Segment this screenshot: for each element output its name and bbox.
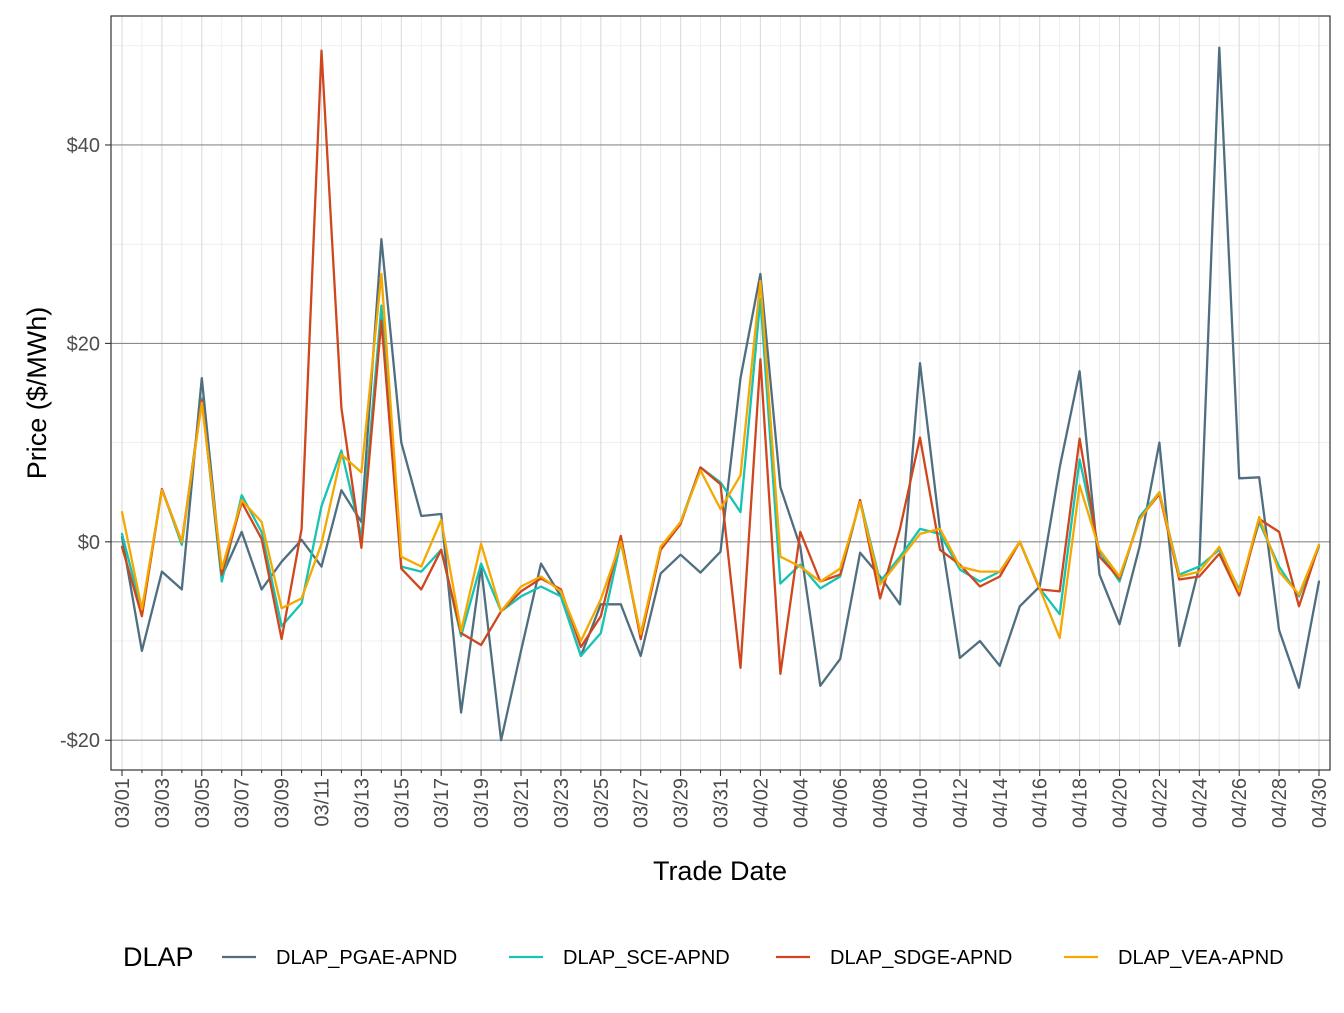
x-tick-label: 03/05 [192,778,214,828]
series-line-dlap-sce-apnd [120,297,1321,658]
x-tick-label: 03/09 [272,778,294,828]
x-tick-label: 03/11 [312,778,334,827]
legend-label: DLAP_VEA-APND [1118,947,1284,969]
x-tick-label: 03/03 [152,778,174,828]
y-tick-label: -$20 [60,730,100,752]
legend-label: DLAP_PGAE-APND [276,947,457,969]
legend: DLAP DLAP_PGAE-APND DLAP_SCE-APND DLAP_SDG… [123,942,1284,972]
x-tick-label: 03/13 [351,778,373,828]
x-tick-label: 04/28 [1269,778,1291,828]
y-tick-label: $0 [78,532,100,554]
x-tick-label: 03/25 [591,778,613,828]
x-axis: 03/01 03/03 03/05 03/07 03/09 03/11 03/13 03/15… [112,770,1331,828]
x-tick-label: 04/18 [1070,778,1092,828]
x-tick-label: 04/24 [1189,778,1211,828]
legend-label: DLAP_SCE-APND [563,947,730,969]
x-tick-label: 03/23 [551,778,573,828]
x-tick-label: 04/14 [990,778,1012,828]
y-tick-label: $20 [67,333,100,355]
x-tick-label: 03/01 [112,778,134,828]
x-tick-label: 04/12 [950,778,972,828]
series-layer [120,46,1321,742]
x-tick-label: 03/27 [631,778,653,828]
x-tick-label: 03/15 [391,778,413,828]
x-tick-label: 04/02 [750,778,772,828]
series-line-dlap-sdge-apnd [120,49,1321,675]
legend-label: DLAP_SDGE-APND [830,947,1012,969]
x-tick-label: 03/17 [431,778,453,828]
x-tick-label: 04/22 [1149,778,1171,828]
x-tick-label: 04/16 [1030,778,1052,828]
x-tick-label: 04/30 [1309,778,1331,828]
x-tick-label: 03/19 [471,778,493,828]
x-tick-label: 03/29 [671,778,693,828]
x-axis-title: Trade Date [653,856,787,886]
series-line-dlap-pgae-apnd [120,46,1321,742]
x-tick-label: 04/08 [870,778,892,828]
x-tick-label: 03/07 [232,778,254,828]
series-line-dlap-vea-apnd [120,272,1321,643]
legend-title: DLAP [123,942,194,972]
y-tick-label: $40 [67,135,100,157]
x-tick-label: 04/10 [910,778,932,828]
x-tick-label: 04/04 [790,778,812,828]
y-axis-title: Price ($/MWh) [22,307,52,480]
x-tick-label: 04/20 [1110,778,1132,828]
x-tick-label: 03/21 [511,778,533,828]
x-tick-label: 03/31 [711,778,733,828]
y-axis: -$20 $0 $20 $40 [60,135,111,752]
x-tick-label: 04/26 [1229,778,1251,828]
x-tick-label: 04/06 [830,778,852,828]
